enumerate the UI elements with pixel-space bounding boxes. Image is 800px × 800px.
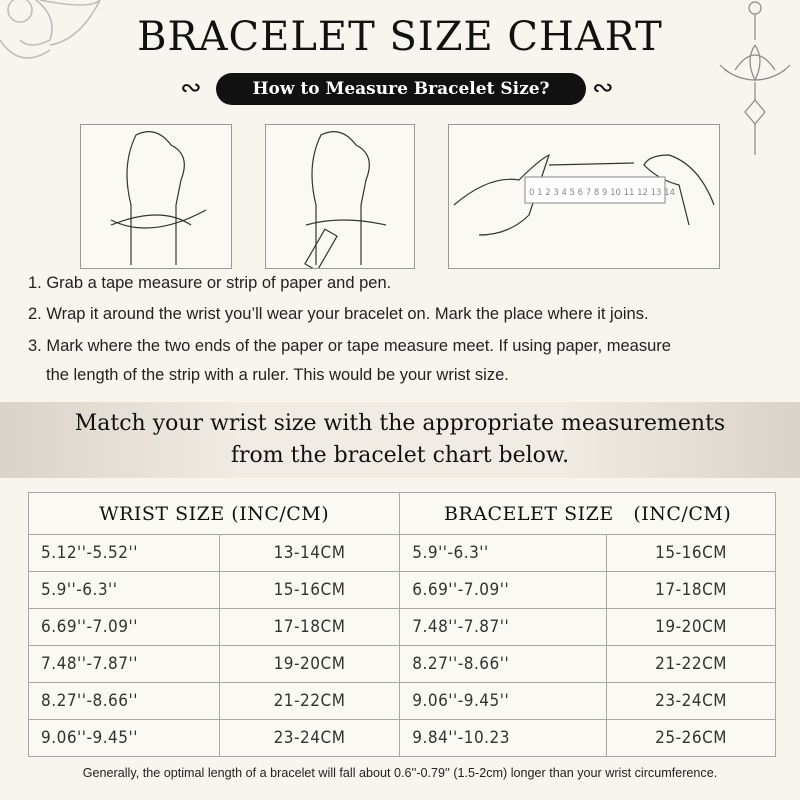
bracelet-inches-cell: 7.48''-7.87'' <box>399 608 608 646</box>
wrist-cm-cell: 13-14CM <box>218 534 401 572</box>
bracelet-cm-cell: 19-20CM <box>606 608 776 646</box>
lotus-hanging-decoration-icon <box>719 1 791 155</box>
table-header-row: WRIST SIZE (INC/CM) BRACELET SIZE (INC/C… <box>27 492 776 535</box>
band-line-2: from the bracelet chart below. <box>230 443 570 468</box>
bracelet-inches-cell: 5.9''-6.3'' <box>399 534 608 572</box>
hand-mark-icon <box>304 131 387 272</box>
illustration-wrap-wrist <box>80 124 232 269</box>
wrist-inches-cell: 7.48''-7.87'' <box>28 645 220 683</box>
table-row: 6.69''-7.09'' 17-18CM 7.48''-7.87'' 19-20CM <box>28 608 776 646</box>
bracelet-cm-cell: 25-26CM <box>606 719 776 757</box>
step-3-cont: the length of the strip with a ruler. Th… <box>46 366 509 384</box>
instruction-band: Match your wrist size with the appropria… <box>0 402 800 478</box>
wrist-inches-cell: 5.12''-5.52'' <box>28 534 220 572</box>
wrist-cm-cell: 17-18CM <box>218 608 401 646</box>
subtitle-pill: How to Measure Bracelet Size? <box>216 73 586 105</box>
wrist-inches-cell: 5.9''-6.3'' <box>28 571 220 609</box>
wrist-inches-cell: 9.06''-9.45'' <box>28 719 220 757</box>
band-line-1: Match your wrist size with the appropria… <box>74 411 726 436</box>
wrist-cm-cell: 19-20CM <box>218 645 401 683</box>
page-title: BRACELET SIZE CHART <box>137 14 663 60</box>
table-row: 8.27''-8.66'' 21-22CM 9.06''-9.45'' 23-24CM <box>28 682 776 720</box>
swirl-right-icon: ∾ <box>592 72 614 102</box>
mandala-decoration-icon <box>0 0 101 59</box>
illustration-ruler: 0 1 2 3 4 5 6 7 8 9 10 11 12 13 14 <box>448 124 720 269</box>
wrist-cm-cell: 23-24CM <box>218 719 401 757</box>
table-row: 5.12''-5.52'' 13-14CM 5.9''-6.3'' 15-16CM <box>28 534 776 572</box>
bracelet-cm-cell: 21-22CM <box>606 645 776 683</box>
bracelet-cm-cell: 23-24CM <box>606 682 776 720</box>
wrist-inches-cell: 6.69''-7.09'' <box>28 608 220 646</box>
svg-text:0 1 2 3 4 5 6 7 8 9 10 11 12 1: 0 1 2 3 4 5 6 7 8 9 10 11 12 13 14 <box>529 188 675 198</box>
wrist-cm-cell: 15-16CM <box>218 571 401 609</box>
step-1: 1. Grab a tape measure or strip of paper… <box>28 274 392 292</box>
header-bracelet-size: BRACELET SIZE (INC/CM) <box>399 492 776 535</box>
bracelet-inches-cell: 9.84''-10.23 <box>399 719 608 757</box>
wrist-cm-cell: 21-22CM <box>218 682 401 720</box>
bracelet-inches-cell: 6.69''-7.09'' <box>399 571 608 609</box>
hand-wrap-icon <box>110 131 207 265</box>
header-wrist-size: WRIST SIZE (INC/CM) <box>27 492 401 535</box>
table-row: 7.48''-7.87'' 19-20CM 8.27''-8.66'' 21-22CM <box>28 645 776 683</box>
step-2: 2. Wrap it around the wrist you’ll wear … <box>28 305 649 323</box>
step-3: 3. Mark where the two ends of the paper … <box>28 337 671 355</box>
swirl-left-icon: ∾ <box>180 72 202 102</box>
bracelet-cm-cell: 15-16CM <box>606 534 776 572</box>
illustration-mark-wrist <box>265 124 415 272</box>
table-row: 9.06''-9.45'' 23-24CM 9.84''-10.23 25-26CM <box>28 719 776 757</box>
ruler-measure-icon: 0 1 2 3 4 5 6 7 8 9 10 11 12 13 14 <box>453 153 715 236</box>
bracelet-inches-cell: 8.27''-8.66'' <box>399 645 608 683</box>
bracelet-cm-cell: 17-18CM <box>606 571 776 609</box>
table-row: 5.9''-6.3'' 15-16CM 6.69''-7.09'' 17-18CM <box>28 571 776 609</box>
size-table: WRIST SIZE (INC/CM) BRACELET SIZE (INC/C… <box>27 492 776 757</box>
bracelet-inches-cell: 9.06''-9.45'' <box>399 682 608 720</box>
wrist-inches-cell: 8.27''-8.66'' <box>28 682 220 720</box>
footer-note: Generally, the optimal length of a brace… <box>82 766 718 780</box>
